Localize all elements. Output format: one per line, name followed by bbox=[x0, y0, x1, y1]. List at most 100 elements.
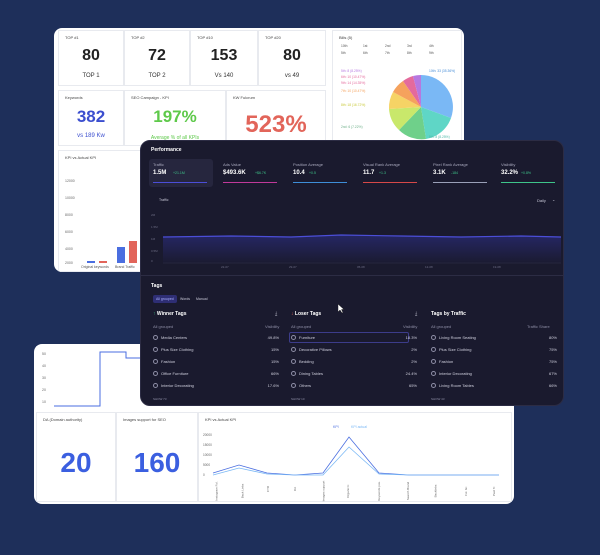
metric-traffic[interactable]: Traffic 1.5M +21.1M bbox=[149, 159, 213, 187]
pie-label: 6th: 10 (10.47%) bbox=[341, 75, 366, 79]
pie-label: 10th: 33 (35.36%) bbox=[429, 69, 456, 73]
tag-name[interactable]: Decorative Pillows bbox=[299, 347, 332, 352]
tag-name[interactable]: Bedding bbox=[299, 359, 314, 364]
tag-icon bbox=[291, 383, 296, 388]
tile-value: 80 bbox=[283, 47, 301, 64]
metric-value: 1.5M bbox=[153, 170, 167, 176]
tag-name[interactable]: Living Room Seating bbox=[439, 335, 476, 340]
images-value: 160 bbox=[133, 447, 181, 478]
tile-title: Bills (5) bbox=[339, 35, 353, 40]
metric-delta: +1.3 bbox=[379, 171, 386, 175]
x-label: Backlinks bbox=[433, 484, 438, 498]
pie-label: 5th: 8 (8.25%) bbox=[429, 135, 450, 139]
tag-name[interactable]: Living Room Tables bbox=[439, 383, 474, 388]
keywords-tile: Keywords 382 vs 189 Kw bbox=[58, 90, 124, 146]
column-head-right: Traffic Share bbox=[527, 324, 550, 329]
metric-delta: +$6.7K bbox=[255, 171, 267, 175]
tag-icon bbox=[291, 371, 296, 376]
x-label: Brand Traffic bbox=[115, 265, 135, 269]
metric-value: 32.2% bbox=[501, 170, 519, 176]
kw-fulcrum-tile: KW Fulcrum 523% bbox=[226, 90, 326, 146]
show-more-link[interactable]: SHOW 10 bbox=[291, 397, 305, 401]
tag-icon bbox=[431, 383, 436, 388]
show-more-link[interactable]: SHOW 43 bbox=[431, 397, 445, 401]
kpi-line-tile: KPI vs Actual KPI KPI KPI actual 20000 1… bbox=[198, 412, 512, 502]
tag-name[interactable]: Furniture bbox=[299, 335, 316, 340]
tag-icon bbox=[431, 359, 436, 364]
tile-title: TOP #1 bbox=[65, 35, 79, 40]
pie-slice bbox=[389, 107, 421, 130]
tag-name[interactable]: Interior Decorating bbox=[161, 383, 194, 388]
tag-icon bbox=[291, 359, 296, 364]
step-line bbox=[54, 351, 146, 407]
metric-ads-value[interactable]: Ads Value $493.6K +$6.7K bbox=[219, 159, 283, 187]
tag-name[interactable]: Interior Decorating bbox=[439, 371, 472, 376]
y-tick: 2M bbox=[151, 213, 156, 217]
y-tick: 5000 bbox=[203, 463, 211, 467]
top20-tile: TOP #20 80 vs 49 bbox=[258, 30, 326, 86]
show-more-link[interactable]: SHOW 73 bbox=[153, 397, 167, 401]
chevron-down-icon: ⌄ bbox=[552, 197, 556, 202]
pie-slice bbox=[421, 107, 451, 139]
pie-slice bbox=[388, 92, 421, 109]
y-tick: 30 bbox=[42, 376, 46, 380]
tags-title: Tags bbox=[151, 283, 163, 289]
tile-title: Images support for SEO bbox=[123, 417, 166, 422]
metric-label: Ads Value bbox=[223, 162, 241, 167]
x-label: Images support bbox=[321, 480, 326, 502]
tag-name[interactable]: Media Centers bbox=[161, 335, 188, 340]
pie-slice bbox=[421, 75, 453, 118]
tag-value: 67% bbox=[548, 371, 557, 376]
metric-delta: +0.8% bbox=[521, 171, 532, 175]
y-tick: 20000 bbox=[203, 433, 212, 437]
download-icon[interactable]: ⤓ bbox=[415, 311, 418, 317]
metric-visual-rank[interactable]: Visual Rank Average 11.7 +1.3 bbox=[359, 159, 423, 187]
tile-value: 72 bbox=[148, 47, 166, 64]
tag-name[interactable]: Fashion bbox=[439, 359, 454, 364]
y-tick: 40 bbox=[42, 364, 46, 368]
tag-name[interactable]: Office Furniture bbox=[161, 371, 189, 376]
tag-value: 18.3% bbox=[405, 335, 417, 340]
pie-slice bbox=[413, 74, 421, 107]
kpi-bar bbox=[129, 241, 137, 263]
pie-chart bbox=[388, 74, 453, 140]
metric-sparkline bbox=[293, 182, 347, 183]
period-select[interactable]: Daily bbox=[537, 198, 546, 203]
seo-campaign-tile: SEO Campaign - KPI 197% Average % of all… bbox=[124, 90, 226, 146]
metric-sparkline bbox=[363, 182, 417, 183]
x-label: CTR bbox=[266, 485, 271, 493]
tile-title: TOP #10 bbox=[197, 35, 213, 40]
metric-value: $493.6K bbox=[223, 170, 246, 176]
legend-kpi: KPI bbox=[333, 425, 339, 429]
pie-legend: 10th 1st 2nd 3rd 4th 5th 6th 7th 8th 9th bbox=[341, 43, 459, 57]
pie-chart-tile: Bills (5) 10th 1st 2nd 3rd 4th 5th 6th 7th 8th 9… bbox=[332, 30, 462, 146]
tag-value: 49.8% bbox=[267, 335, 279, 340]
metric-position-average[interactable]: Position Average 10.4 +0.5 bbox=[289, 159, 353, 187]
tag-value: 75% bbox=[548, 359, 557, 364]
x-tick: 12-08 bbox=[425, 265, 433, 269]
metric-sparkline bbox=[433, 182, 487, 183]
filter-manual[interactable]: Manual bbox=[196, 297, 208, 301]
pie-label: 7th: 10 (10.47%) bbox=[341, 89, 366, 93]
metric-visibility[interactable]: Visibility 32.2% +0.8% bbox=[497, 159, 561, 187]
download-icon[interactable]: ⤓ bbox=[275, 311, 278, 317]
metric-delta: +21.1M bbox=[173, 171, 185, 175]
y-tick: 0.5M bbox=[151, 249, 158, 253]
filter-words[interactable]: Words bbox=[180, 297, 191, 301]
metric-pixel-rank[interactable]: Pixel Rank Average 3.1K -184 bbox=[429, 159, 493, 187]
tag-name[interactable]: Others bbox=[299, 383, 312, 388]
tag-name[interactable]: Dining Tables bbox=[299, 371, 323, 376]
tag-name[interactable]: Plus Size Clothing bbox=[161, 347, 194, 352]
tag-name[interactable]: Plus Size Clothing bbox=[439, 347, 472, 352]
y-tick: 1M bbox=[151, 237, 156, 241]
tag-name[interactable]: Fashion bbox=[161, 359, 176, 364]
y-tick: 50 bbox=[42, 352, 46, 356]
y-tick: 0 bbox=[151, 259, 153, 263]
kpi-chart-tile: KPI vs Actual KPI 12000 10000 8000 6000 … bbox=[58, 150, 144, 272]
filter-all-grouped[interactable]: All grouped bbox=[153, 295, 177, 303]
x-label: Original keywords bbox=[81, 265, 109, 269]
tag-icon bbox=[431, 335, 436, 340]
x-tick: 19-08 bbox=[493, 265, 501, 269]
legend-item: 7th bbox=[385, 51, 390, 55]
mouse-cursor-icon bbox=[338, 304, 345, 314]
